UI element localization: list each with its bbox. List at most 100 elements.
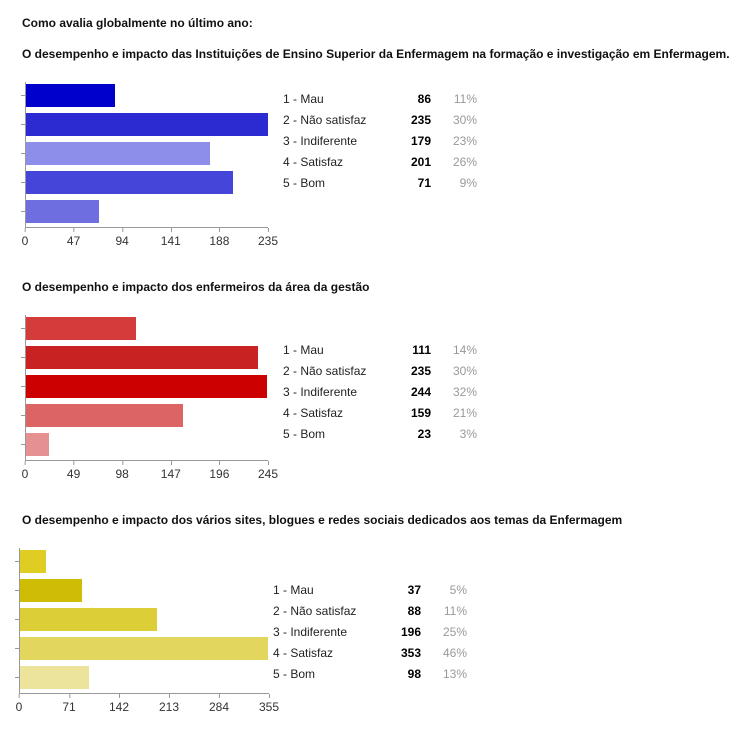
legend-label: 5 - Bom <box>283 175 326 190</box>
legend-count: 196 <box>400 624 421 639</box>
bar <box>26 171 233 194</box>
legend-percent: 23% <box>452 133 477 148</box>
x-axis: 0 49 98 147 196 245 <box>21 461 278 483</box>
bar-row <box>21 404 268 427</box>
legend-percent: 13% <box>442 666 467 681</box>
x-tick-label: 142 <box>108 694 130 714</box>
legend-row: 4 - Satisfaz 159 21% <box>283 402 477 423</box>
bar <box>20 579 82 602</box>
legend-count: 111 <box>412 342 431 357</box>
plot-bars <box>21 82 268 228</box>
legend-row: 1 - Mau 37 5% <box>273 579 467 600</box>
x-tick-label: 188 <box>209 228 230 248</box>
x-tick-label: 235 <box>257 228 279 248</box>
legend-count: 353 <box>400 645 421 660</box>
x-tick-label: 0 <box>15 694 23 714</box>
plot-bars <box>21 315 268 461</box>
x-tick-label: 71 <box>62 694 76 714</box>
bar-row <box>15 666 269 689</box>
bar-row <box>15 608 269 631</box>
legend-row: 3 - Indiferente 244 32% <box>283 381 477 402</box>
legend-percent: 3% <box>459 426 477 441</box>
legend-percent: 32% <box>452 384 477 399</box>
x-tick-label: 94 <box>115 228 129 248</box>
bar-row <box>21 84 268 107</box>
bar-row <box>21 200 268 223</box>
legend-row: 5 - Bom 23 3% <box>283 423 477 444</box>
x-axis: 0 71 142 213 284 355 <box>15 694 279 716</box>
legend-percent: 26% <box>452 154 477 169</box>
chart-ensino-superior: O desempenho e impacto das Instituições … <box>21 47 732 250</box>
bar-row <box>15 637 269 660</box>
bar-row <box>21 346 268 369</box>
legend: 1 - Mau 86 11% 2 - Não satisfaz 235 30% 3 - In… <box>283 88 477 193</box>
x-tick-label: 49 <box>66 461 81 481</box>
bar <box>26 142 211 165</box>
legend-label: 1 - Mau <box>283 91 324 106</box>
legend-count: 86 <box>417 91 431 106</box>
bar <box>20 608 158 631</box>
legend-label: 2 - Não satisfaz <box>283 112 367 127</box>
legend-percent: 11% <box>443 603 467 618</box>
legend-count: 201 <box>410 154 431 169</box>
plot-column: 0 71 142 213 284 355 <box>15 548 279 716</box>
bar-row <box>21 171 268 194</box>
legend-percent: 9% <box>459 175 477 190</box>
x-tick-label: 0 <box>21 461 29 481</box>
bar <box>20 550 46 573</box>
chart-enfermeiros-gestao: O desempenho e impacto dos enfermeiros d… <box>21 280 732 483</box>
legend-label: 2 - Não satisfaz <box>273 603 357 618</box>
legend-label: 1 - Mau <box>283 342 324 357</box>
legend-percent: 30% <box>452 363 477 378</box>
legend-label: 5 - Bom <box>273 666 316 681</box>
legend-row: 2 - Não satisfaz 235 30% <box>283 360 477 381</box>
chart-row: 0 71 142 213 284 355 1 - Mau 37 5% 2 - Não satis… <box>15 548 732 716</box>
legend-label: 4 - Satisfaz <box>273 645 334 660</box>
legend: 1 - Mau 37 5% 2 - Não satisfaz 88 11% 3 - Indi… <box>273 579 467 684</box>
legend-label: 5 - Bom <box>283 426 326 441</box>
legend-count: 23 <box>417 426 431 441</box>
bar <box>26 433 49 456</box>
bar <box>26 113 268 136</box>
bar-row <box>15 579 269 602</box>
bar <box>26 200 100 223</box>
legend-count: 159 <box>410 405 431 420</box>
x-tick-label: 284 <box>208 694 230 714</box>
legend-percent: 30% <box>452 112 477 127</box>
bar-row <box>21 375 268 398</box>
legend-count: 244 <box>410 384 431 399</box>
legend-percent: 14% <box>452 342 477 357</box>
legend: 1 - Mau 111 14% 2 - Não satisfaz 235 30% 3 - I… <box>283 339 477 444</box>
bar <box>26 84 115 107</box>
legend-row: 4 - Satisfaz 353 46% <box>273 642 467 663</box>
legend-count: 88 <box>407 603 421 618</box>
chart-row: 0 49 98 147 196 245 1 - Mau 111 14% 2 - Não sati… <box>21 315 732 483</box>
bar <box>26 346 259 369</box>
bar <box>20 666 89 689</box>
legend-count: 37 <box>407 582 421 597</box>
x-tick-label: 245 <box>257 461 279 481</box>
plot-column: 0 49 98 147 196 245 <box>21 315 278 483</box>
survey-results-page: Como avalia globalmente no último ano: O… <box>15 16 732 716</box>
plot-column: 0 47 94 141 188 235 <box>21 82 278 250</box>
legend-count: 179 <box>410 133 431 148</box>
legend-label: 3 - Indiferente <box>283 384 358 399</box>
x-tick-label: 98 <box>115 461 129 481</box>
legend-row: 2 - Não satisfaz 88 11% <box>273 600 467 621</box>
legend-count: 235 <box>410 112 431 127</box>
legend-row: 2 - Não satisfaz 235 30% <box>283 109 477 130</box>
bar-row <box>21 113 268 136</box>
legend-row: 5 - Bom 98 13% <box>273 663 467 684</box>
legend-label: 2 - Não satisfaz <box>283 363 367 378</box>
x-tick-label: 196 <box>209 461 230 481</box>
legend-row: 5 - Bom 71 9% <box>283 172 477 193</box>
x-tick-label: 47 <box>66 228 81 248</box>
legend-row: 1 - Mau 86 11% <box>283 88 477 109</box>
x-tick-label: 141 <box>160 228 181 248</box>
legend-count: 71 <box>417 175 431 190</box>
x-tick-label: 0 <box>21 228 29 248</box>
chart-sites-blogues-redes: O desempenho e impacto dos vários sites,… <box>15 513 732 716</box>
legend-label: 4 - Satisfaz <box>283 405 344 420</box>
legend-label: 3 - Indiferente <box>273 624 348 639</box>
bar-row <box>15 550 269 573</box>
